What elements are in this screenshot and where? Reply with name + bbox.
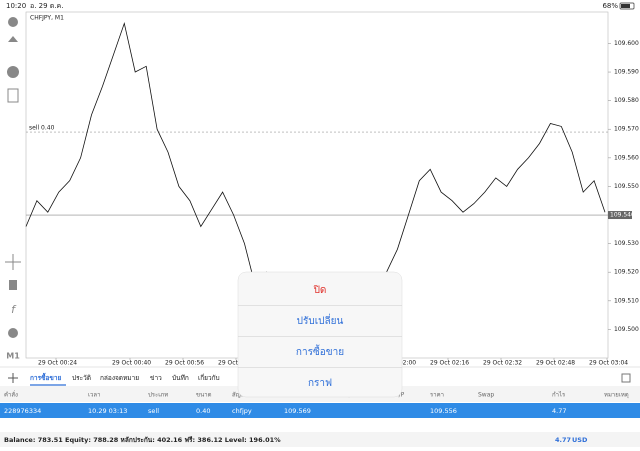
cell: chfjpy — [232, 407, 252, 415]
tab[interactable]: กล่องจดหมาย — [100, 374, 139, 382]
status-battery: 68% — [602, 2, 618, 10]
x-tick-label: 29 Oct 03:04 — [589, 360, 628, 367]
column-header: คำสั่ง — [4, 391, 18, 399]
tab[interactable]: ประวัติ — [72, 374, 91, 382]
column-header: เวลา — [88, 392, 100, 399]
menu-panel — [237, 271, 403, 398]
menu-item[interactable]: ปิด — [313, 285, 326, 296]
y-tick-label: 109.510 — [614, 297, 639, 304]
y-tick-label: 109.520 — [614, 269, 639, 276]
cell: 10.29 03:13 — [88, 407, 127, 415]
column-header: ประเภท — [148, 392, 168, 399]
currency: USD — [572, 436, 588, 444]
balance-summary: Balance: 783.51 Equity: 788.28 หลักประกั… — [4, 436, 281, 444]
footer-bg — [0, 432, 640, 447]
x-tick-label: 29 Oct 02:16 — [430, 360, 469, 367]
battery-level — [621, 4, 630, 8]
status-date: อ. 29 ต.ค. — [30, 2, 63, 10]
tab[interactable]: การซื้อขาย — [30, 372, 61, 382]
cell: 109.569 — [284, 407, 311, 415]
column-header: Swap — [478, 392, 494, 399]
column-header: ราคา — [430, 392, 444, 399]
function-icon[interactable]: f — [11, 303, 17, 316]
y-tick-label: 109.500 — [614, 326, 639, 333]
table-body: 228976334 10.29 03:13 sell 0.40 chfjpy 109.56… — [4, 407, 566, 415]
y-tick-label: 109.570 — [614, 126, 639, 133]
x-tick-label: 29 Oct 02:48 — [536, 360, 575, 367]
objects-icon[interactable] — [8, 328, 18, 338]
y-tick-label: 109.580 — [614, 97, 639, 104]
chat-icon[interactable] — [7, 66, 19, 78]
add-button[interactable] — [8, 373, 18, 383]
menu-item[interactable]: กราฟ — [308, 378, 332, 389]
x-tick-label: 29 Oct 01:12 — [218, 360, 257, 367]
x-tick-label: 29 Oct 00:24 — [38, 360, 77, 367]
y-tick-label: 109.600 — [614, 40, 639, 47]
column-header: กำไร — [552, 391, 566, 399]
menu-item[interactable]: การซื้อขาย — [296, 344, 344, 358]
crosshair-icon[interactable] — [5, 254, 21, 270]
cell: 0.40 — [196, 407, 210, 415]
status-time: 10:20 — [6, 2, 26, 10]
column-header: ขนาด — [196, 392, 212, 399]
expand-button[interactable] — [621, 373, 631, 383]
account-icon[interactable] — [8, 17, 18, 27]
timeframe-icon[interactable]: M1 — [6, 352, 20, 361]
y-tick-label: 109.590 — [614, 69, 639, 76]
column-header: หมายเหตุ — [604, 392, 629, 399]
doc-icon[interactable] — [7, 88, 19, 103]
bid-box — [608, 211, 632, 220]
cell: 109.556 — [430, 407, 457, 415]
trade-icon[interactable] — [8, 36, 18, 42]
cell: sell — [148, 407, 159, 415]
tab[interactable]: ข่าว — [150, 374, 162, 382]
y-tick-label: 109.560 — [614, 154, 639, 161]
cell: 4.77 — [552, 407, 566, 415]
tab[interactable]: บันทึก — [172, 374, 189, 382]
order-label: sell 0.40 — [29, 125, 55, 132]
selected-row[interactable] — [0, 403, 640, 418]
y-tick-label: 109.550 — [614, 183, 639, 190]
tabs: การซื้อขาย ประวัติ กล่องจดหมาย ข่าว บันทึก เก… — [30, 372, 220, 386]
cell: 228976334 — [4, 407, 41, 415]
menu-item[interactable]: ปรับเปลี่ยน — [297, 313, 344, 327]
left-toolbar: f M1 — [5, 17, 21, 361]
x-tick-label: 29 Oct 02:32 — [483, 360, 522, 367]
bid-label: 109.540 — [610, 212, 635, 219]
x-tick-label: 29 Oct 00:40 — [112, 360, 151, 367]
tab[interactable]: เกี่ยวกับ — [198, 373, 220, 382]
chart-symbol: CHFJPY, M1 — [30, 15, 64, 22]
y-tick-label: 109.530 — [614, 240, 639, 247]
total-profit: 4.77 — [555, 436, 571, 444]
battery-icon — [619, 2, 635, 10]
indicator-icon[interactable] — [9, 280, 17, 290]
x-tick-label: 29 Oct 00:56 — [165, 360, 204, 367]
